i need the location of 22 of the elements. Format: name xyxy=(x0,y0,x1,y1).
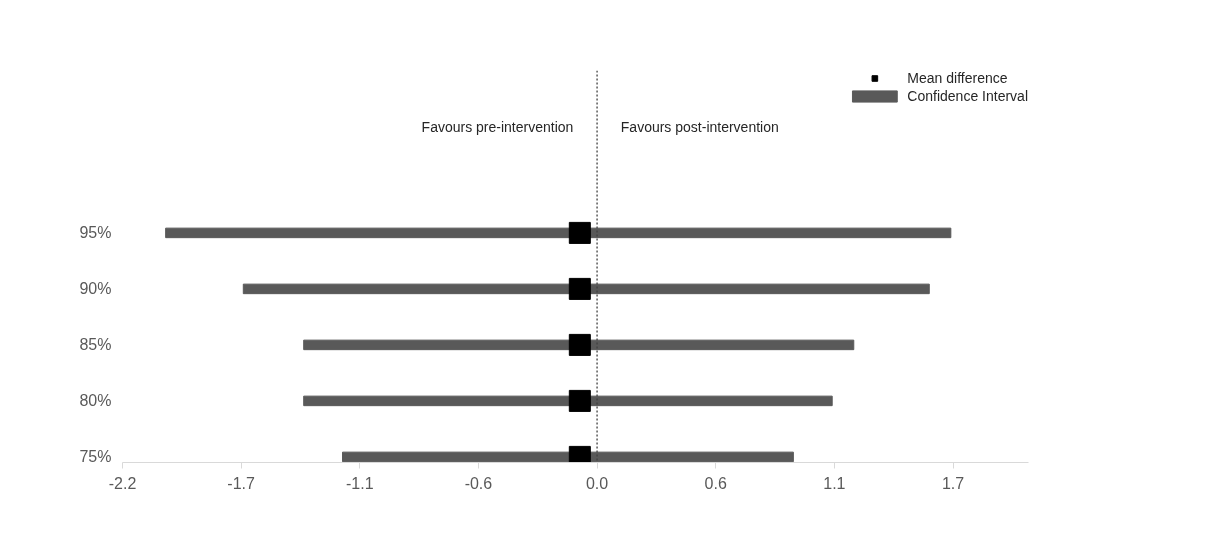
y-tick-label: 95% xyxy=(79,224,112,242)
x-tick-label: -1.1 xyxy=(346,474,374,492)
bar xyxy=(303,395,833,407)
x-tick-label: -0.6 xyxy=(464,474,493,492)
text: Favours post-intervention xyxy=(620,118,779,135)
bar xyxy=(242,283,930,295)
text: Favours pre-intervention xyxy=(421,118,574,135)
x-tick-label: 0.6 xyxy=(704,474,727,492)
bar xyxy=(165,227,952,239)
x-tick-label: 1.7 xyxy=(941,474,965,492)
x-tick-label: -2.2 xyxy=(108,474,137,492)
x-tick-label: 1.1 xyxy=(823,474,846,492)
x-tick-label: 0.0 xyxy=(585,474,609,492)
bar xyxy=(303,339,855,351)
y-tick-label: 85% xyxy=(79,336,112,354)
y-tick-label: 75% xyxy=(79,448,112,466)
y-tick-label: 80% xyxy=(79,392,112,410)
legend-label: Confidence Interval xyxy=(907,88,1028,104)
bar xyxy=(342,451,794,463)
legend-label: Mean difference xyxy=(907,70,1008,86)
x-tick-label: -1.7 xyxy=(227,474,256,492)
y-tick-label: 90% xyxy=(79,280,112,298)
